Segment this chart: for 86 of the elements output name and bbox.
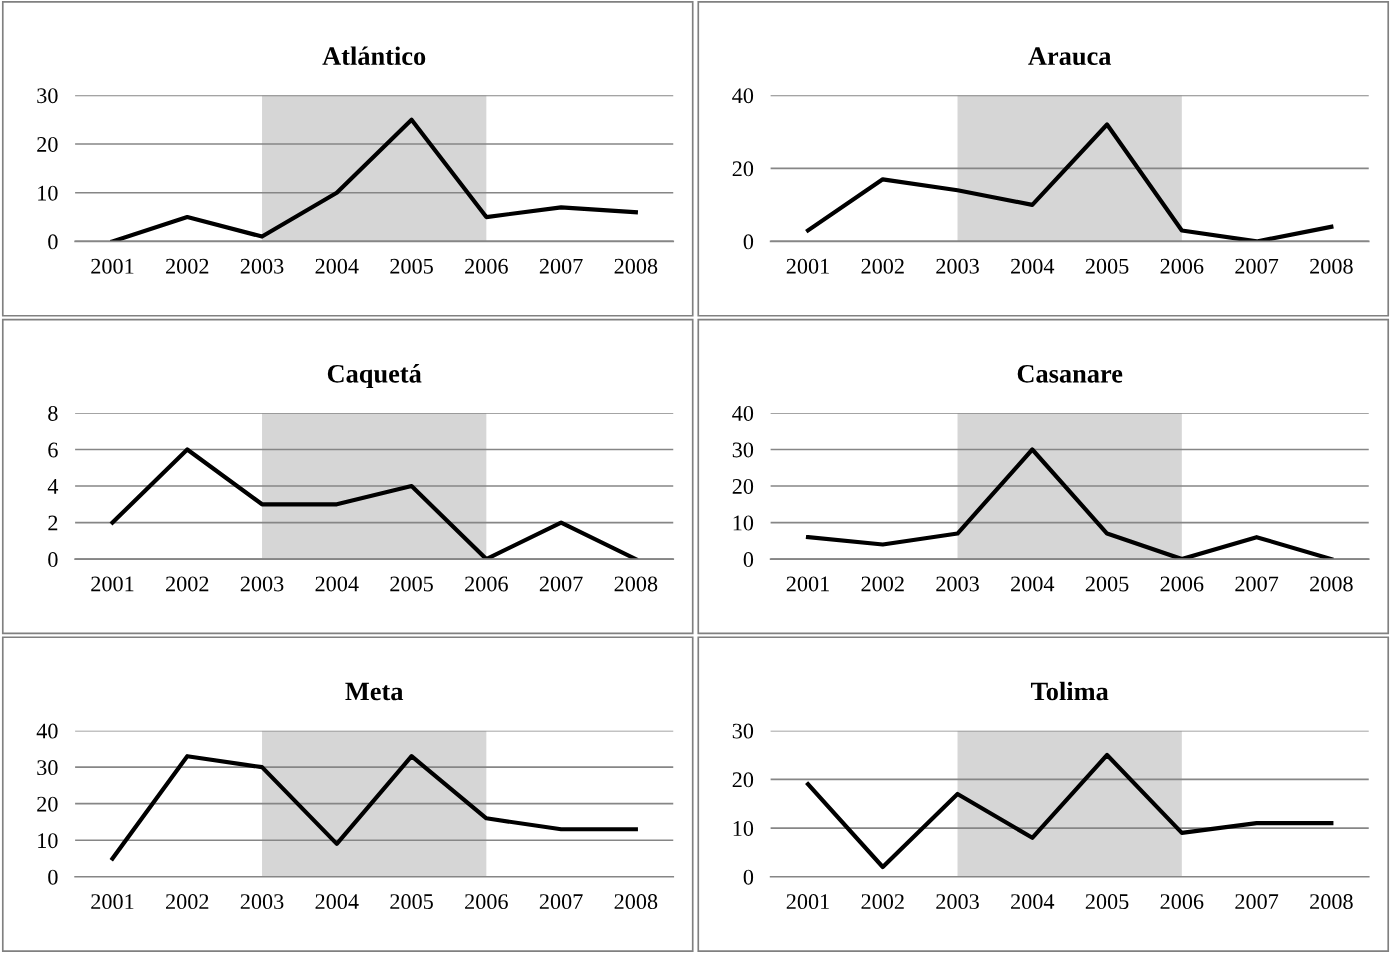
x-tick-label: 2001 [786,258,829,274]
x-tick-label: 2006 [465,576,508,592]
x-tick-label: 2006 [465,894,508,910]
y-tick-label: 20 [37,136,58,152]
y-tick-label: 10 [38,833,58,849]
y-tick-label: 4 [47,479,59,494]
y-tick-label: 10 [733,515,754,531]
chart-title: Arauca [1028,47,1112,66]
line-series [805,447,1334,560]
y-tick-label: 6 [48,442,58,458]
x-tick-label: 2008 [1310,894,1353,910]
x-tick-label: 2003 [240,894,284,910]
x-tick-label: 2007 [539,576,583,592]
x-tick-label: 2005 [390,894,433,910]
y-tick-label: 30 [37,88,58,104]
y-tick-label: 0 [48,552,58,568]
x-tick-label: 2003 [936,894,979,910]
y-tick-label: 20 [37,796,58,812]
x-tick-label: 2004 [1011,576,1055,592]
y-tick-label: 0 [48,869,58,885]
x-tick-label: 2005 [390,576,433,592]
x-tick-label: 2007 [1235,576,1279,592]
y-tick-label: 40 [732,88,754,104]
y-tick-label: 2 [48,515,58,531]
x-tick-label: 2008 [1310,576,1353,592]
x-tick-label: 2004 [315,894,359,910]
y-tick-label: 40 [732,405,754,421]
x-tick-label: 2003 [240,576,284,592]
line-series [805,122,1334,242]
x-tick-label: 2006 [1160,576,1204,592]
x-tick-label: 2006 [1160,258,1204,274]
x-tick-label: 2001 [786,894,829,910]
y-tick-label: 30 [37,760,58,776]
y-tick-label: 0 [743,234,754,250]
x-tick-label: 2008 [1310,258,1353,274]
y-tick-label: 8 [48,405,58,421]
x-tick-label: 2004 [315,258,359,274]
x-tick-label: 2002 [166,258,209,274]
chart-title: Caquetá [327,364,422,389]
y-tick-label: 30 [732,442,754,458]
line-series [110,447,638,560]
y-tick-label: 20 [732,161,754,177]
y-tick-label: 0 [743,869,754,885]
chart-title: Meta [345,682,404,701]
y-tick-label: 40 [36,723,58,739]
x-tick-label: 2008 [614,894,658,910]
x-tick-label: 2007 [539,258,583,274]
x-tick-label: 2006 [465,258,508,274]
x-tick-label: 2006 [1160,894,1204,910]
x-tick-label: 2004 [1011,258,1055,274]
x-tick-label: 2008 [614,258,658,274]
y-tick-label: 10 [733,820,754,836]
x-tick-label: 2005 [390,258,433,274]
y-tick-label: 10 [38,185,58,201]
x-tick-label: 2005 [1085,258,1129,274]
y-tick-label: 0 [48,234,58,250]
line-series [805,752,1334,870]
x-tick-label: 2008 [614,576,658,592]
x-tick-label: 2001 [91,894,134,910]
y-tick-label: 30 [732,723,754,739]
x-tick-label: 2001 [91,258,134,274]
x-tick-label: 2005 [1085,894,1129,910]
x-tick-label: 2007 [1235,258,1279,274]
chart-title: Atlántico [322,46,426,65]
x-tick-label: 2002 [861,576,904,592]
x-tick-label: 2001 [91,576,134,592]
x-tick-label: 2002 [861,258,904,274]
y-tick-label: 0 [743,552,754,568]
x-tick-label: 2002 [166,894,209,910]
line-series [110,754,638,861]
chart-title: Casanare [1017,364,1123,383]
x-tick-label: 2007 [1235,894,1279,910]
y-tick-label: 20 [732,772,754,788]
x-tick-label: 2005 [1085,576,1129,592]
x-tick-label: 2002 [166,576,209,592]
x-tick-label: 2004 [1011,894,1055,910]
line-series [110,117,638,242]
y-tick-label: 20 [732,478,754,494]
x-tick-label: 2003 [936,258,979,274]
x-tick-label: 2003 [240,258,284,274]
x-tick-label: 2007 [539,894,583,910]
x-tick-label: 2002 [861,894,904,910]
chart-title: Tolima [1030,681,1109,701]
x-tick-label: 2003 [936,576,979,592]
x-tick-label: 2001 [786,576,829,592]
x-tick-label: 2004 [315,576,359,592]
